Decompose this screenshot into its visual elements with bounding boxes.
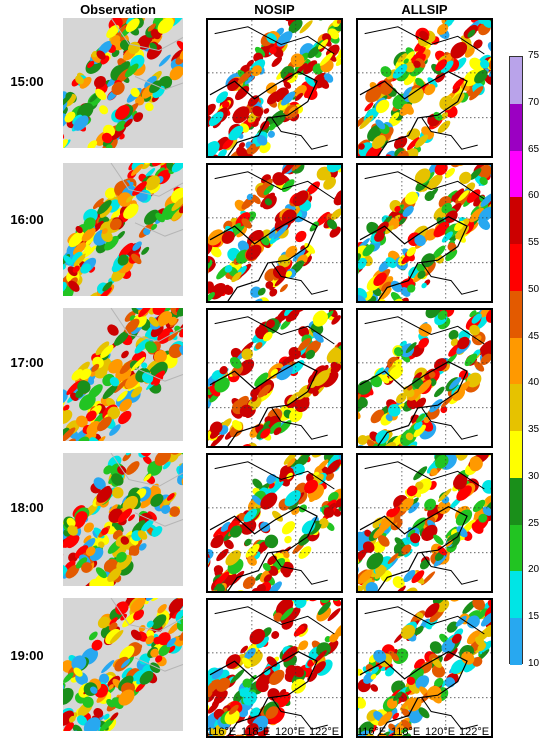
colorbar-segment <box>510 337 522 385</box>
radar-echo-image <box>208 20 341 156</box>
time-label-1600: 16:00 <box>10 212 44 227</box>
colorbar-tick-label: 70 <box>528 96 540 108</box>
colorbar-tick-label: 30 <box>528 470 540 482</box>
lon-label-allsip-122: 122°E <box>459 726 490 738</box>
column-title-nosip: NOSIP <box>254 2 295 17</box>
colorbar-segment <box>510 384 522 432</box>
colorbar-segment <box>510 477 522 526</box>
radar-echo-image <box>63 18 183 148</box>
colorbar-tick-label: 55 <box>528 237 540 249</box>
colorbar-segment <box>510 618 522 666</box>
radar-panel-nosip-1600 <box>206 163 343 303</box>
radar-panel-allsip-1800 <box>356 453 493 593</box>
radar-panel-observation-1800 <box>63 453 183 586</box>
radar-echo-image <box>358 310 491 446</box>
radar-panel-nosip-1500 <box>206 18 343 158</box>
colorbar-tick-label: 35 <box>528 424 540 436</box>
column-title-observation: Observation <box>80 2 156 17</box>
radar-echo-image <box>208 165 341 301</box>
column-title-allsip: ALLSIP <box>401 2 448 17</box>
radar-echo-image <box>358 455 491 591</box>
radar-panel-nosip-1900 <box>206 598 343 738</box>
radar-panel-allsip-1700 <box>356 308 493 448</box>
radar-echo-image <box>63 598 183 731</box>
radar-echo-image <box>358 600 491 736</box>
colorbar-tick-label: 50 <box>528 283 540 295</box>
colorbar-segment <box>510 571 522 619</box>
lon-label-nosip-116: 116°E <box>207 726 237 738</box>
radar-panel-observation-1900 <box>63 598 183 731</box>
lon-label-nosip-118: 118°E <box>241 726 271 738</box>
radar-panel-nosip-1800 <box>206 453 343 593</box>
reflectivity-colorbar <box>509 56 523 666</box>
colorbar-tick-label: 60 <box>528 190 540 202</box>
radar-echo-image <box>358 20 491 156</box>
colorbar-tick-label: 20 <box>528 564 540 576</box>
colorbar-tick-label: 65 <box>528 143 540 155</box>
radar-echo-image <box>208 310 341 446</box>
radar-echo-image <box>63 453 183 586</box>
radar-panel-allsip-1900 <box>356 598 493 738</box>
colorbar-segment <box>510 197 522 245</box>
radar-panel-allsip-1600 <box>356 163 493 303</box>
colorbar-tick-label: 25 <box>528 517 540 529</box>
colorbar-segment <box>510 244 522 292</box>
lon-label-allsip-120: 120°E <box>425 726 456 738</box>
lon-label-nosip-122: 122°E <box>309 726 340 738</box>
radar-panel-observation-1500 <box>63 18 183 148</box>
lon-label-allsip-118: 118°E <box>391 726 421 738</box>
time-label-1700: 17:00 <box>10 355 44 370</box>
time-label-1500: 15:00 <box>10 74 44 89</box>
lon-label-allsip-116: 116°E <box>357 726 387 738</box>
colorbar-segment <box>510 524 522 572</box>
colorbar-segment <box>510 57 522 105</box>
radar-panel-nosip-1700 <box>206 308 343 448</box>
colorbar-tick-label: 10 <box>528 658 540 669</box>
radar-panel-observation-1700 <box>63 308 183 441</box>
time-label-1900: 19:00 <box>10 648 44 663</box>
lon-label-nosip-120: 120°E <box>275 726 306 738</box>
radar-echo-image <box>358 165 491 301</box>
radar-echo-image <box>63 163 183 296</box>
colorbar-segment <box>510 103 522 152</box>
radar-panel-observation-1600 <box>63 163 183 296</box>
colorbar-segment <box>510 431 522 479</box>
radar-echo-image <box>63 308 183 441</box>
colorbar-tick-label: 40 <box>528 377 540 389</box>
time-label-1800: 18:00 <box>10 500 44 515</box>
radar-panel-allsip-1500 <box>356 18 493 158</box>
colorbar-segment <box>510 290 522 339</box>
radar-echo-image <box>208 455 341 591</box>
colorbar-tick-label: 15 <box>528 611 540 623</box>
colorbar-tick-label: 45 <box>528 330 540 342</box>
colorbar-segment <box>510 150 522 198</box>
colorbar-tick-label: 75 <box>528 50 540 61</box>
radar-echo-image <box>208 600 341 736</box>
